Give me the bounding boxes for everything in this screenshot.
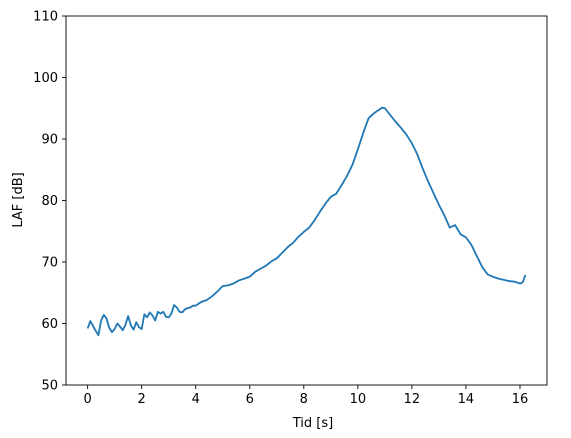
y-tick-label: 70 xyxy=(41,256,58,271)
y-axis-ticks: 50 60 70 80 90 100 110 xyxy=(33,10,66,394)
x-tick-label: 0 xyxy=(83,392,91,407)
series-line-0 xyxy=(86,106,527,337)
y-tick-label: 80 xyxy=(41,194,58,209)
x-tick-label: 12 xyxy=(404,392,421,407)
x-tick-label: 16 xyxy=(512,392,529,407)
y-tick-label: 110 xyxy=(33,10,58,25)
x-axis-label: Tid [s] xyxy=(292,416,333,431)
y-tick-label: 100 xyxy=(33,71,58,86)
y-axis-label: LAF [dB] xyxy=(11,172,26,227)
x-tick-label: 14 xyxy=(458,392,475,407)
x-axis-ticks: 0 2 4 6 8 10 12 14 16 xyxy=(83,385,528,407)
x-tick-label: 10 xyxy=(350,392,367,407)
x-tick-label: 6 xyxy=(246,392,254,407)
y-tick-label: 60 xyxy=(41,317,58,332)
x-tick-label: 4 xyxy=(192,392,200,407)
x-tick-label: 2 xyxy=(138,392,146,407)
x-tick-label: 8 xyxy=(300,392,308,407)
y-tick-label: 50 xyxy=(41,379,58,394)
y-tick-label: 90 xyxy=(41,133,58,148)
